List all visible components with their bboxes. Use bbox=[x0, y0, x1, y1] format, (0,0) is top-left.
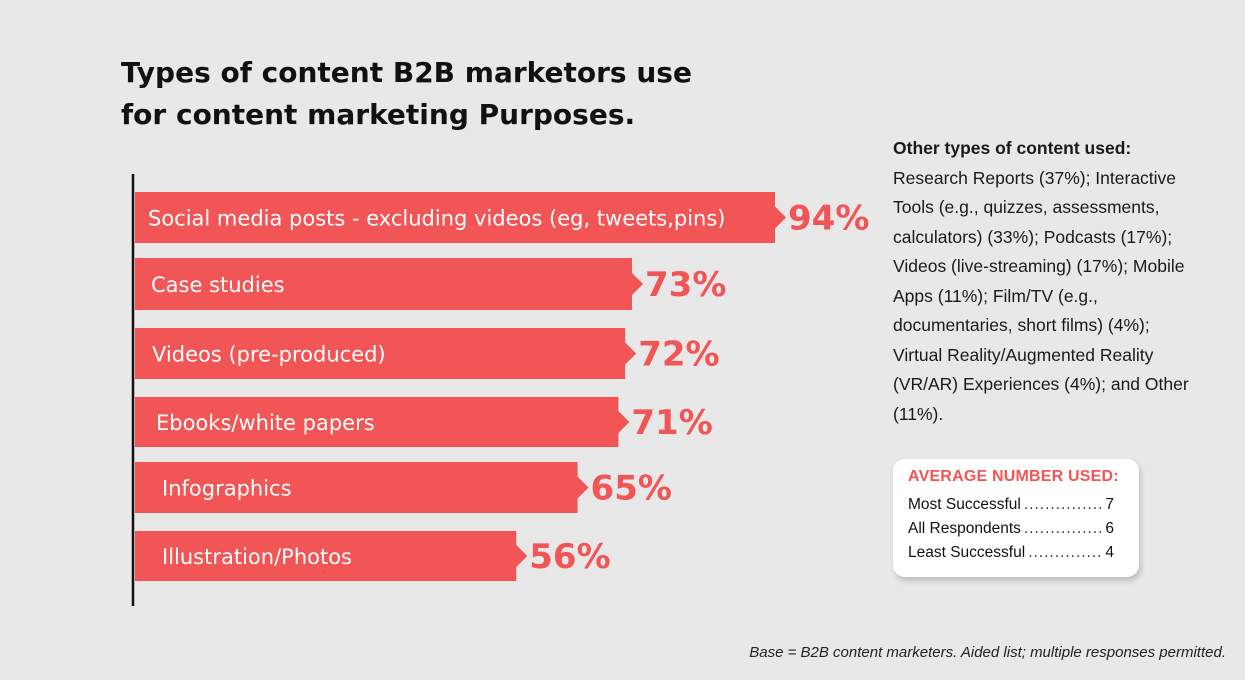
title-line-1: Types of content B2B marketors use bbox=[121, 56, 692, 89]
bar-value-label: 72% bbox=[638, 335, 719, 375]
average-row-label: Least Successful bbox=[908, 544, 1026, 561]
bar-4 bbox=[135, 462, 589, 513]
bar-category-label: Social media posts - excluding videos (e… bbox=[148, 207, 726, 231]
bar-category-label: Illustration/Photos bbox=[162, 545, 352, 569]
average-row-value: 4 bbox=[1105, 544, 1114, 561]
average-row-most-successful: Most Successful 7 bbox=[908, 493, 1114, 517]
other-content-heading: Other types of content used: bbox=[893, 138, 1132, 158]
average-row-value: 6 bbox=[1105, 520, 1114, 537]
average-row-least-successful: Least Successful 4 bbox=[908, 541, 1114, 565]
bar-2 bbox=[135, 328, 637, 379]
average-number-title: AVERAGE NUMBER USED: bbox=[908, 468, 1119, 485]
bar-chart: Social media posts - excluding videos (e… bbox=[131, 174, 869, 606]
bar-value-label: 94% bbox=[788, 199, 869, 239]
bar-5 bbox=[135, 531, 528, 581]
footnote: Base = B2B content marketers. Aided list… bbox=[749, 644, 1226, 661]
bar-category-label: Case studies bbox=[151, 273, 285, 297]
bar-0 bbox=[135, 192, 786, 243]
bar-1 bbox=[135, 258, 644, 310]
bar-value-label: 71% bbox=[631, 403, 712, 443]
leader-dots bbox=[1024, 517, 1103, 541]
average-row-label: Most Successful bbox=[908, 496, 1021, 513]
average-row-all-respondents: All Respondents 6 bbox=[908, 517, 1114, 541]
bars-group: Social media posts - excluding videos (e… bbox=[135, 192, 869, 581]
other-content-text: Research Reports (37%); Interactive Tool… bbox=[893, 167, 1189, 424]
leader-dots bbox=[1028, 541, 1102, 565]
bar-category-label: Infographics bbox=[162, 477, 292, 501]
title-line-2: for content marketing Purposes. bbox=[121, 98, 636, 131]
average-number-box: AVERAGE NUMBER USED: Most Successful 7 A… bbox=[893, 459, 1139, 577]
average-row-label: All Respondents bbox=[908, 520, 1021, 537]
other-content-panel: Other types of content used: Research Re… bbox=[893, 134, 1193, 429]
average-row-value: 7 bbox=[1105, 496, 1114, 513]
bar-3 bbox=[135, 397, 630, 447]
leader-dots bbox=[1024, 493, 1103, 517]
bar-value-label: 73% bbox=[645, 265, 726, 305]
bar-category-label: Videos (pre-produced) bbox=[152, 343, 386, 367]
chart-title: Types of content B2B marketors use for c… bbox=[121, 52, 761, 136]
bar-value-label: 56% bbox=[529, 537, 610, 577]
bar-category-label: Ebooks/white papers bbox=[156, 411, 375, 435]
bar-value-label: 65% bbox=[591, 469, 672, 509]
